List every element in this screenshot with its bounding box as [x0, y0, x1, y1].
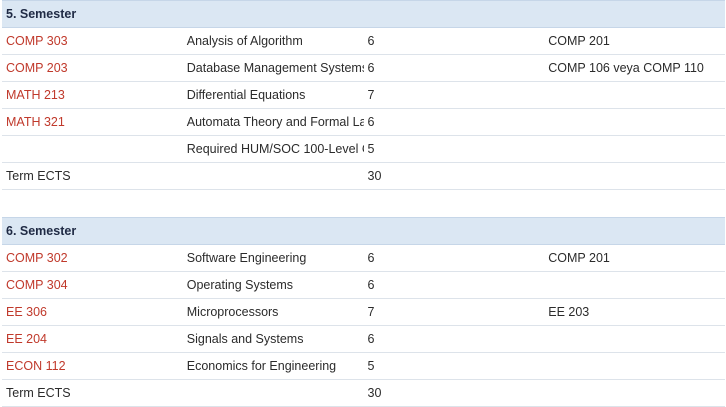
- course-name: Economics for Engineering: [182, 352, 364, 380]
- term-ects-label: Term ECTS: [2, 379, 364, 407]
- course-name: Signals and Systems: [182, 325, 364, 353]
- term-total-row: Term ECTS 30: [2, 162, 725, 190]
- term-total-row: Term ECTS 30: [2, 379, 725, 407]
- course-prerequisite: EE 203: [544, 298, 725, 326]
- semester-title: 6. Semester: [2, 217, 725, 245]
- course-name: Differential Equations: [182, 81, 364, 109]
- course-prerequisite: COMP 201: [544, 27, 725, 55]
- semester-title: 5. Semester: [2, 0, 725, 28]
- course-code-link[interactable]: EE 204: [2, 325, 183, 353]
- course-code-link: [2, 135, 183, 163]
- course-code-link[interactable]: COMP 203: [2, 54, 183, 82]
- course-name: Required HUM/SOC 100-Level Component: [182, 135, 364, 163]
- course-name: Automata Theory and Formal Language: [182, 108, 364, 136]
- semester-table: 5. Semester COMP 303 Analysis of Algorit…: [2, 0, 725, 190]
- course-name: Analysis of Algorithm: [182, 27, 364, 55]
- term-ects-total: 30: [363, 162, 545, 190]
- course-row: COMP 302 Software Engineering 6 COMP 201: [2, 244, 725, 272]
- course-name: Operating Systems: [182, 271, 364, 299]
- semester-gap: [2, 190, 725, 217]
- course-prerequisite: [544, 271, 725, 299]
- course-row: MATH 321 Automata Theory and Formal Lang…: [2, 108, 725, 136]
- course-row: EE 204 Signals and Systems 6: [2, 325, 725, 353]
- course-code-link[interactable]: MATH 321: [2, 108, 183, 136]
- course-prerequisite: COMP 201: [544, 244, 725, 272]
- semester-header: 5. Semester: [2, 0, 725, 28]
- course-row: ECON 112 Economics for Engineering 5: [2, 352, 725, 380]
- course-ects: 6: [363, 108, 545, 136]
- course-row: COMP 203 Database Management Systems 6 C…: [2, 54, 725, 82]
- course-name: Microprocessors: [182, 298, 364, 326]
- term-ects-total: 30: [363, 379, 545, 407]
- course-ects: 6: [363, 54, 545, 82]
- course-ects: 7: [363, 298, 545, 326]
- course-ects: 5: [363, 135, 545, 163]
- course-prerequisite: [544, 135, 725, 163]
- semester-header: 6. Semester: [2, 217, 725, 245]
- course-ects: 7: [363, 81, 545, 109]
- term-ects-spacer: [544, 162, 725, 190]
- term-ects-label: Term ECTS: [2, 162, 364, 190]
- course-row: Required HUM/SOC 100-Level Component 5: [2, 135, 725, 163]
- course-ects: 6: [363, 244, 545, 272]
- course-row: MATH 213 Differential Equations 7: [2, 81, 725, 109]
- course-prerequisite: [544, 325, 725, 353]
- course-name: Software Engineering: [182, 244, 364, 272]
- course-row: COMP 303 Analysis of Algorithm 6 COMP 20…: [2, 27, 725, 55]
- course-code-link[interactable]: COMP 303: [2, 27, 183, 55]
- course-ects: 6: [363, 325, 545, 353]
- course-code-link[interactable]: COMP 302: [2, 244, 183, 272]
- course-prerequisite: [544, 81, 725, 109]
- course-code-link[interactable]: ECON 112: [2, 352, 183, 380]
- course-code-link[interactable]: COMP 304: [2, 271, 183, 299]
- course-prerequisite: [544, 352, 725, 380]
- semester-table: 6. Semester COMP 302 Software Engineerin…: [2, 217, 725, 407]
- course-ects: 6: [363, 27, 545, 55]
- course-ects: 6: [363, 271, 545, 299]
- course-code-link[interactable]: EE 306: [2, 298, 183, 326]
- course-name: Database Management Systems: [182, 54, 364, 82]
- course-row: COMP 304 Operating Systems 6: [2, 271, 725, 299]
- course-ects: 5: [363, 352, 545, 380]
- course-code-link[interactable]: MATH 213: [2, 81, 183, 109]
- term-ects-spacer: [544, 379, 725, 407]
- course-row: EE 306 Microprocessors 7 EE 203: [2, 298, 725, 326]
- course-prerequisite: COMP 106 veya COMP 110: [544, 54, 725, 82]
- course-prerequisite: [544, 108, 725, 136]
